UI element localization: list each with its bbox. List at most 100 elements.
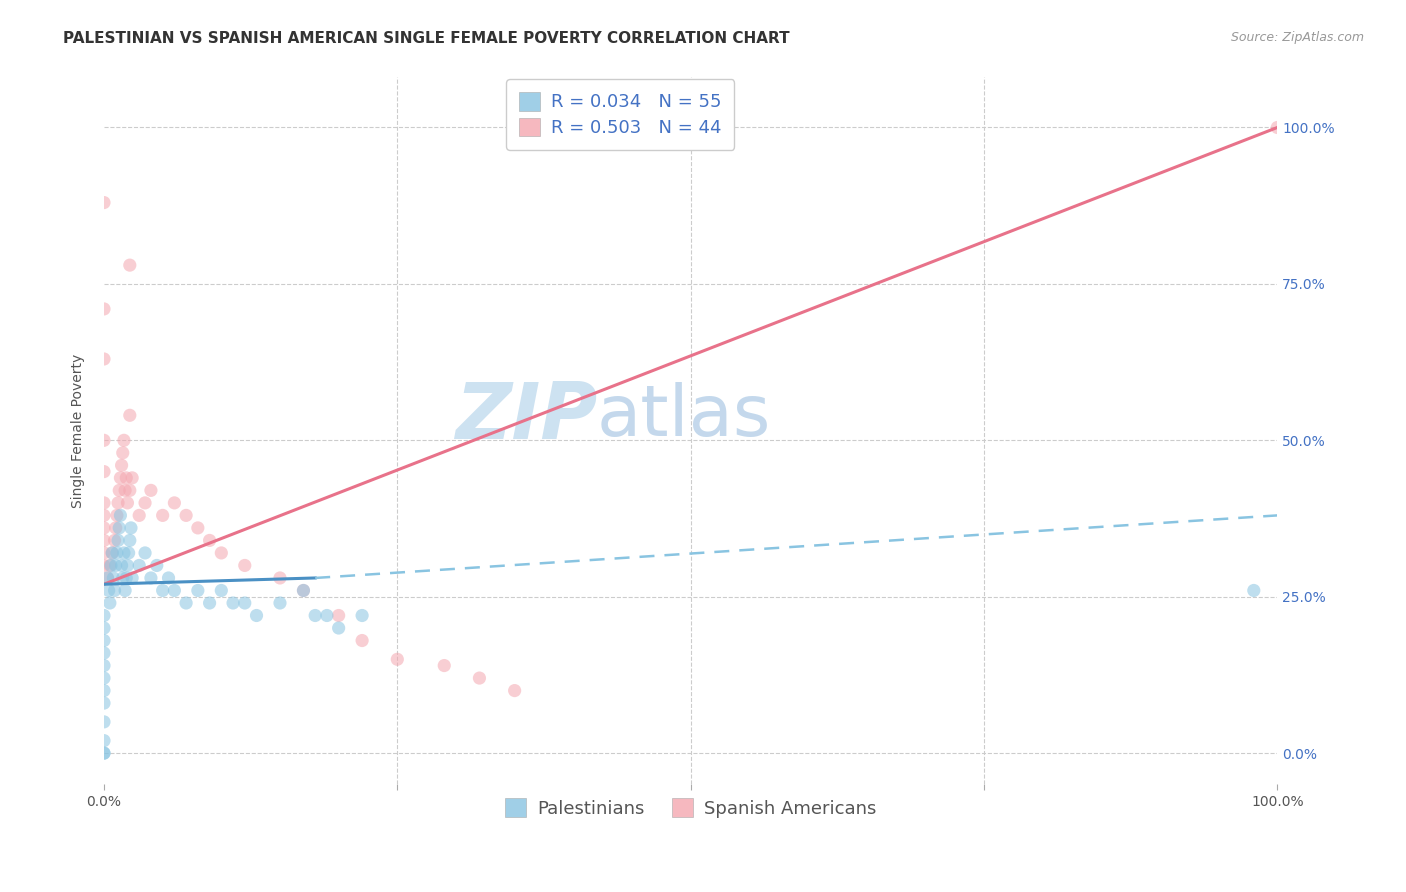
- Point: [93, 608, 115, 623]
- Point: [93, 195, 115, 210]
- Point: [107, 533, 129, 548]
- Point: [139, 571, 162, 585]
- Point: [117, 558, 139, 573]
- Point: [134, 546, 156, 560]
- Point: [111, 571, 134, 585]
- Point: [163, 496, 186, 510]
- Point: [198, 596, 221, 610]
- Point: [107, 496, 129, 510]
- Point: [93, 521, 115, 535]
- Point: [111, 446, 134, 460]
- Point: [105, 508, 128, 523]
- Point: [292, 583, 315, 598]
- Point: [152, 508, 174, 523]
- Point: [110, 471, 132, 485]
- Point: [110, 508, 132, 523]
- Point: [93, 733, 115, 747]
- Point: [104, 521, 127, 535]
- Point: [128, 508, 150, 523]
- Point: [112, 434, 135, 448]
- Point: [93, 714, 115, 729]
- Point: [120, 521, 142, 535]
- Point: [93, 646, 115, 660]
- Point: [105, 546, 128, 560]
- Text: Source: ZipAtlas.com: Source: ZipAtlas.com: [1230, 31, 1364, 45]
- Point: [114, 583, 136, 598]
- Point: [96, 571, 118, 585]
- Point: [163, 583, 186, 598]
- Point: [114, 483, 136, 498]
- Point: [128, 558, 150, 573]
- Point: [117, 496, 139, 510]
- Point: [118, 258, 141, 272]
- Point: [93, 696, 115, 710]
- Point: [174, 508, 197, 523]
- Point: [157, 571, 180, 585]
- Point: [352, 608, 374, 623]
- Point: [93, 496, 115, 510]
- Point: [93, 621, 115, 635]
- Point: [1265, 120, 1288, 135]
- Point: [328, 608, 350, 623]
- Point: [93, 465, 115, 479]
- Point: [352, 633, 374, 648]
- Point: [98, 558, 121, 573]
- Point: [233, 596, 256, 610]
- Point: [222, 596, 245, 610]
- Point: [187, 521, 209, 535]
- Point: [118, 533, 141, 548]
- Point: [174, 596, 197, 610]
- Point: [96, 571, 118, 585]
- Point: [93, 434, 115, 448]
- Text: ZIP: ZIP: [454, 379, 596, 455]
- Point: [108, 483, 131, 498]
- Point: [93, 301, 115, 316]
- Point: [93, 746, 115, 760]
- Point: [233, 558, 256, 573]
- Point: [503, 683, 526, 698]
- Point: [115, 471, 138, 485]
- Point: [304, 608, 326, 623]
- Point: [93, 633, 115, 648]
- Point: [112, 546, 135, 560]
- Point: [93, 533, 115, 548]
- Point: [152, 583, 174, 598]
- Point: [110, 558, 132, 573]
- Point: [108, 521, 131, 535]
- Point: [93, 351, 115, 366]
- Point: [93, 658, 115, 673]
- Point: [110, 458, 132, 473]
- Point: [101, 546, 124, 560]
- Point: [103, 533, 125, 548]
- Point: [328, 621, 350, 635]
- Point: [316, 608, 339, 623]
- Point: [387, 652, 409, 666]
- Point: [468, 671, 491, 685]
- Point: [118, 409, 141, 423]
- Point: [121, 571, 143, 585]
- Point: [433, 658, 456, 673]
- Y-axis label: Single Female Poverty: Single Female Poverty: [72, 354, 86, 508]
- Point: [187, 583, 209, 598]
- Point: [209, 546, 232, 560]
- Point: [93, 746, 115, 760]
- Point: [134, 496, 156, 510]
- Point: [93, 671, 115, 685]
- Point: [104, 558, 127, 573]
- Point: [245, 608, 267, 623]
- Point: [115, 571, 138, 585]
- Point: [269, 571, 291, 585]
- Point: [121, 471, 143, 485]
- Text: atlas: atlas: [596, 383, 770, 451]
- Text: PALESTINIAN VS SPANISH AMERICAN SINGLE FEMALE POVERTY CORRELATION CHART: PALESTINIAN VS SPANISH AMERICAN SINGLE F…: [63, 31, 790, 46]
- Point: [198, 533, 221, 548]
- Point: [139, 483, 162, 498]
- Point: [97, 583, 120, 598]
- Point: [209, 583, 232, 598]
- Point: [269, 596, 291, 610]
- Point: [93, 683, 115, 698]
- Point: [146, 558, 169, 573]
- Legend: Palestinians, Spanish Americans: Palestinians, Spanish Americans: [498, 791, 884, 825]
- Point: [93, 546, 115, 560]
- Point: [100, 558, 122, 573]
